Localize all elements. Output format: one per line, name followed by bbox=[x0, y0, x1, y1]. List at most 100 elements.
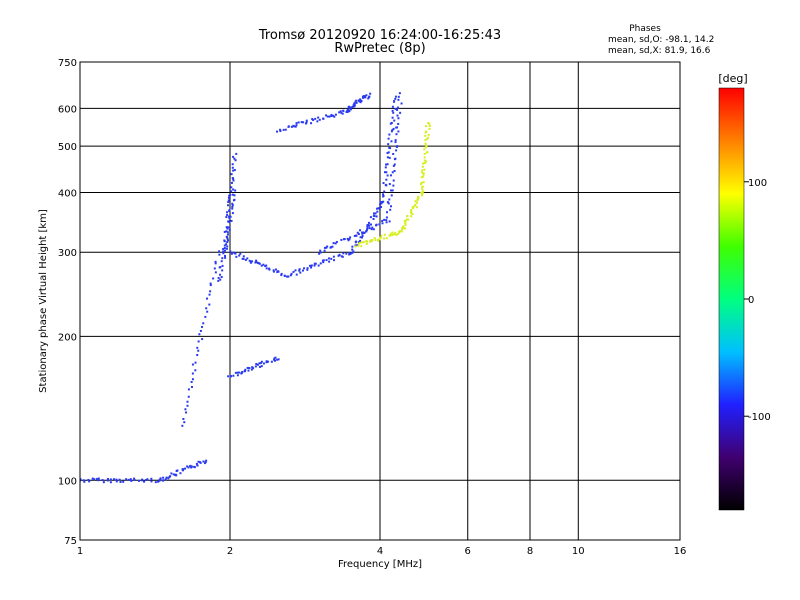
data-point-o bbox=[187, 395, 190, 398]
data-point-o bbox=[236, 371, 239, 374]
data-point-o bbox=[82, 479, 85, 482]
data-point-o bbox=[227, 196, 230, 199]
data-point-o bbox=[397, 95, 400, 98]
data-point-o bbox=[249, 261, 252, 264]
data-point-x bbox=[360, 241, 363, 244]
plot-frame bbox=[79, 61, 681, 541]
data-point-o bbox=[230, 186, 233, 189]
data-point-o bbox=[109, 478, 112, 481]
data-point-o bbox=[185, 411, 188, 414]
data-point-o bbox=[150, 477, 153, 480]
data-point-o bbox=[327, 257, 330, 260]
data-point-o bbox=[393, 100, 396, 103]
data-point-o bbox=[355, 101, 358, 104]
y-tick-labels: 75 100 200 300 400 500 600 750 bbox=[58, 58, 77, 547]
data-point-o bbox=[223, 247, 226, 250]
data-point-o bbox=[361, 232, 364, 235]
data-point-o bbox=[356, 244, 359, 247]
data-point-o bbox=[330, 115, 333, 118]
data-point-o bbox=[122, 480, 125, 483]
data-point-o bbox=[214, 260, 217, 263]
colorbar-ticks: 100 0 -100 bbox=[744, 178, 771, 423]
data-point-o bbox=[322, 261, 325, 264]
data-point-o bbox=[366, 225, 369, 228]
data-point-o bbox=[233, 198, 236, 201]
data-point-o bbox=[133, 478, 136, 481]
data-point-o bbox=[276, 270, 279, 273]
data-point-o bbox=[133, 477, 136, 480]
data-point-o bbox=[349, 252, 352, 255]
data-point-o bbox=[232, 374, 235, 377]
data-point-o bbox=[182, 418, 185, 421]
colorbar bbox=[718, 87, 745, 511]
data-point-o bbox=[260, 360, 263, 363]
data-point-o bbox=[225, 243, 228, 246]
data-point-o bbox=[218, 253, 221, 256]
data-point-o bbox=[212, 277, 215, 280]
data-point-o bbox=[393, 169, 396, 172]
data-point-o bbox=[314, 117, 317, 120]
data-point-o bbox=[342, 109, 345, 112]
data-point-o bbox=[231, 204, 234, 207]
data-point-o bbox=[204, 461, 207, 464]
data-point-o bbox=[234, 159, 237, 162]
data-point-o bbox=[254, 261, 257, 264]
data-point-o bbox=[396, 114, 399, 117]
stats-heading: Phases bbox=[629, 24, 661, 34]
data-point-o bbox=[328, 115, 331, 118]
stats-o-line: mean, sd,O: -98.1, 14.2 bbox=[608, 35, 714, 45]
data-point-o bbox=[394, 95, 397, 98]
data-point-o bbox=[195, 462, 198, 465]
data-point-x bbox=[425, 160, 428, 163]
data-point-o bbox=[399, 111, 402, 114]
data-point-o bbox=[379, 203, 382, 206]
data-point-o bbox=[190, 380, 193, 383]
data-point-o bbox=[143, 480, 146, 483]
data-point-o bbox=[91, 477, 94, 480]
data-point-o bbox=[386, 156, 389, 159]
data-point-o bbox=[353, 104, 356, 107]
data-point-x bbox=[377, 239, 380, 242]
data-point-o bbox=[141, 479, 144, 482]
data-point-o bbox=[280, 272, 283, 275]
data-point-o bbox=[214, 271, 217, 274]
data-point-x bbox=[365, 242, 368, 245]
data-point-o bbox=[395, 126, 398, 129]
data-point-o bbox=[255, 259, 258, 262]
data-point-x bbox=[421, 169, 424, 172]
data-point-o bbox=[394, 107, 397, 110]
data-point-x bbox=[371, 239, 374, 242]
data-point-x bbox=[369, 239, 372, 242]
data-point-o bbox=[380, 202, 383, 205]
data-point-o bbox=[384, 183, 387, 186]
data-point-o bbox=[219, 266, 222, 269]
data-point-x bbox=[359, 241, 362, 244]
x-axis-label: Frequency [MHz] bbox=[338, 559, 422, 570]
data-point-x bbox=[422, 181, 425, 184]
data-point-x bbox=[415, 206, 418, 209]
colorbar-tick-label: 0 bbox=[748, 295, 754, 306]
data-point-o bbox=[204, 462, 207, 465]
data-point-x bbox=[398, 230, 401, 233]
data-point-x bbox=[414, 203, 417, 206]
data-point-o bbox=[222, 252, 225, 255]
data-point-x bbox=[394, 231, 397, 234]
data-point-o bbox=[302, 121, 305, 124]
data-point-x bbox=[422, 175, 425, 178]
data-point-o bbox=[297, 121, 300, 124]
data-point-o bbox=[345, 252, 348, 255]
data-point-o bbox=[228, 209, 231, 212]
data-point-o bbox=[199, 461, 202, 464]
data-point-o bbox=[221, 269, 224, 272]
data-point-o bbox=[330, 257, 333, 260]
data-point-o bbox=[208, 303, 211, 306]
data-point-o bbox=[231, 205, 234, 208]
data-point-o bbox=[361, 234, 364, 237]
data-point-x bbox=[428, 122, 431, 125]
data-point-o bbox=[260, 264, 263, 267]
data-point-x bbox=[412, 206, 415, 209]
data-point-o bbox=[371, 226, 374, 229]
data-point-o bbox=[217, 276, 220, 279]
data-point-o bbox=[301, 269, 304, 272]
